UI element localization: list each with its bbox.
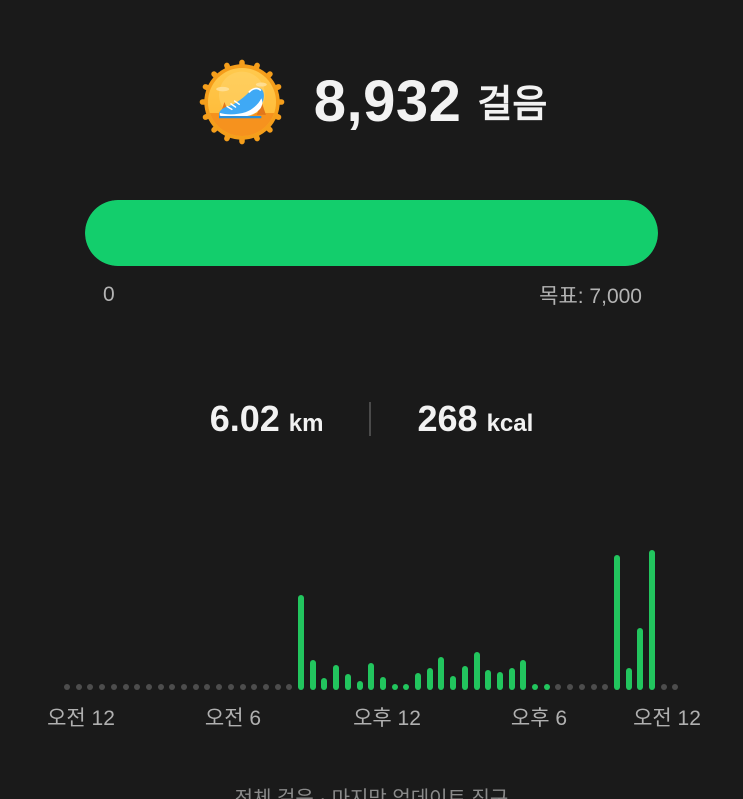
chart-zero-marker [251,684,258,690]
stats-divider [369,402,372,436]
chart-zero-marker [169,684,176,690]
chart-x-axis: 오전 12 오전 6 오후 12 오후 6 오전 12 [0,702,743,732]
chart-bar [403,684,410,690]
chart-zero-marker [578,684,585,690]
chart-zero-marker [262,684,269,690]
chart-zero-marker [87,684,94,690]
chart-zero-marker [145,684,152,690]
chart-bar [415,673,421,690]
chart-bar [520,660,527,690]
chart-zero-marker [567,684,574,690]
chart-bar [379,677,386,690]
x-axis-tick-3: 오후 6 [510,707,568,730]
progress-min-label: 0 [103,283,115,306]
distance-unit: km [288,410,324,437]
x-axis-tick-0: 오전 12 [47,707,115,730]
chart-bar [356,681,363,690]
chart-bar [298,595,304,690]
chart-bar [532,684,538,690]
stats-row: 6.02 km 268 kcal [0,398,743,440]
chart-bar [333,665,340,690]
chart-zero-marker [672,684,679,690]
progress-track[interactable] [85,200,658,266]
chart-zero-marker [75,684,82,690]
chart-zero-marker [274,684,281,690]
chart-zero-marker [157,684,164,690]
chart-bar [309,660,316,690]
sneaker-medal-badge-icon [196,56,288,148]
chart-zero-marker [64,684,70,690]
chart-bar [485,670,492,690]
chart-zero-marker [602,684,609,690]
chart-bar [344,674,351,690]
chart-zero-marker [590,684,597,690]
steps-count: 8,932 [313,69,462,134]
chart-bar [426,668,433,690]
chart-bar [461,666,468,690]
chart-zero-marker [239,684,246,690]
chart-bar [438,657,445,690]
chart-zero-marker [286,684,293,690]
chart-zero-marker [660,684,667,690]
progress-goal-label: 목표: 7,000 [539,285,642,308]
chart-bar [473,652,480,690]
progress-labels: 0 목표: 7,000 [85,280,658,310]
chart-bar [543,684,550,690]
steps-unit-label: 걸음 [477,84,548,126]
calories-unit: kcal [486,410,534,437]
chart-zero-marker [99,684,106,690]
x-axis-tick-1: 오전 6 [204,707,262,730]
chart-bar [391,684,398,690]
chart-bar [368,663,375,690]
chart-bar [637,628,644,690]
chart-bar [649,550,655,690]
chart-zero-marker [134,684,141,690]
chart-footer-note: 전체 걸음 · 마지막 업데이트 직구 [234,788,509,799]
stat-distance: 6.02 km [210,398,324,440]
hourly-steps-chart[interactable] [0,540,743,690]
chart-zero-marker [192,684,199,690]
chart-zero-marker [204,684,211,690]
chart-bars [64,540,696,690]
chart-zero-marker [110,684,117,690]
x-axis-tick-2: 오후 12 [353,707,421,730]
calories-value: 268 [417,398,478,439]
stat-calories: 268 kcal [417,398,533,440]
x-axis-tick-4: 오전 12 [633,707,701,730]
chart-bar [321,678,328,690]
chart-zero-marker [227,684,234,690]
chart-bar [496,672,503,690]
progress-fill [85,200,658,266]
chart-bar [508,668,515,690]
chart-bar [625,668,632,690]
chart-bar [450,676,457,690]
chart-zero-marker [181,684,187,690]
steps-header: 8,932 걸음 [0,56,743,148]
chart-bar [613,555,620,690]
chart-zero-marker [122,684,129,690]
chart-zero-marker [216,684,223,690]
distance-value: 6.02 [209,398,280,439]
goal-progress: 0 목표: 7,000 [85,200,658,310]
chart-zero-marker [555,684,562,690]
